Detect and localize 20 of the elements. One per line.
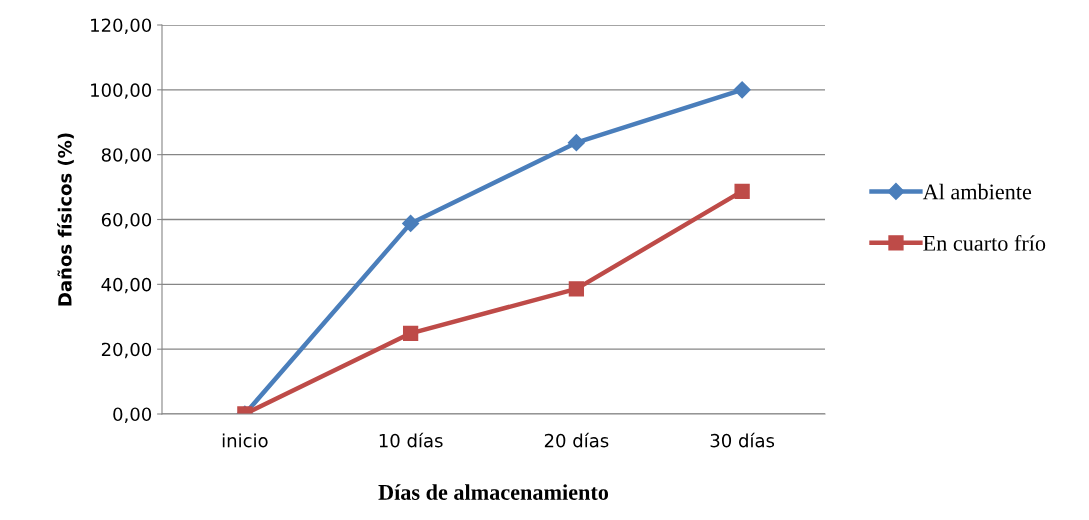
- point: [568, 281, 585, 297]
- x-tick-label: 30 días: [710, 432, 775, 448]
- y-axis-title: Daños físicos (%): [57, 133, 74, 306]
- y-tick-label: 0,00: [113, 407, 152, 423]
- legend-label: Al ambiente: [922, 183, 1032, 200]
- point: [734, 183, 750, 199]
- y-tick-label: 120,00: [91, 18, 152, 34]
- x-axis-title: Días de almacenamiento: [378, 484, 609, 500]
- y-tick-label: 40,00: [101, 277, 152, 294]
- x-tick-label: inicio: [222, 433, 268, 448]
- x-tick-label: 20 días: [544, 432, 609, 448]
- y-tick-label: 100,00: [91, 83, 152, 99]
- x-tick-label: 10 días: [379, 432, 443, 448]
- point: [402, 214, 420, 232]
- y-tick-label: 80,00: [101, 148, 152, 164]
- point: [733, 81, 751, 99]
- y-tick-label: 20,00: [101, 342, 152, 359]
- legend-label: En cuarto frío: [923, 234, 1046, 251]
- point: [567, 134, 585, 152]
- y-tick-label: 60,00: [101, 212, 152, 229]
